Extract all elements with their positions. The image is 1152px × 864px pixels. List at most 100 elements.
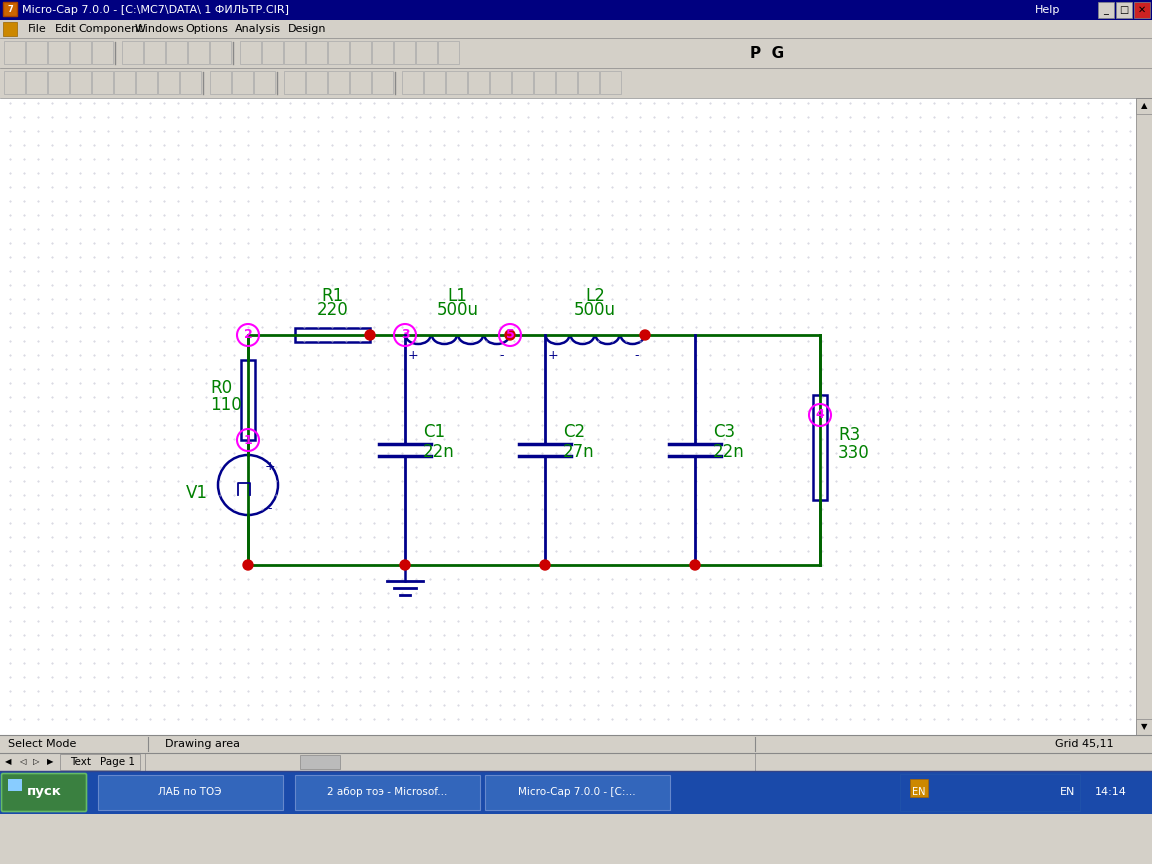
- Text: 14:14: 14:14: [1096, 787, 1127, 797]
- Text: 4: 4: [816, 409, 825, 422]
- Text: Text: Text: [70, 757, 91, 767]
- FancyBboxPatch shape: [0, 98, 1136, 735]
- FancyBboxPatch shape: [114, 71, 135, 93]
- FancyBboxPatch shape: [394, 41, 415, 63]
- Text: 220: 220: [317, 301, 348, 319]
- Text: 7: 7: [7, 4, 13, 14]
- Text: V1: V1: [185, 484, 209, 502]
- FancyBboxPatch shape: [262, 41, 282, 63]
- FancyBboxPatch shape: [3, 2, 17, 16]
- Text: 110: 110: [210, 396, 242, 414]
- FancyBboxPatch shape: [166, 41, 187, 63]
- FancyBboxPatch shape: [424, 71, 445, 93]
- Text: пуск: пуск: [26, 785, 61, 798]
- Circle shape: [365, 330, 376, 340]
- FancyBboxPatch shape: [327, 71, 349, 93]
- Text: L2: L2: [585, 287, 605, 305]
- FancyBboxPatch shape: [1116, 2, 1132, 18]
- FancyBboxPatch shape: [158, 71, 179, 93]
- Circle shape: [243, 560, 253, 570]
- FancyBboxPatch shape: [232, 71, 252, 93]
- Text: C2: C2: [563, 423, 585, 441]
- FancyBboxPatch shape: [910, 779, 929, 797]
- Text: R1: R1: [321, 287, 343, 305]
- FancyBboxPatch shape: [188, 41, 209, 63]
- FancyBboxPatch shape: [91, 41, 113, 63]
- FancyBboxPatch shape: [240, 41, 260, 63]
- Text: Analysis: Analysis: [235, 24, 281, 34]
- Text: ЛАБ по ТОЭ: ЛАБ по ТОЭ: [158, 787, 221, 797]
- FancyBboxPatch shape: [283, 41, 304, 63]
- Text: EN: EN: [1060, 787, 1075, 797]
- Text: ✕: ✕: [1138, 5, 1146, 15]
- Text: File: File: [28, 24, 47, 34]
- Circle shape: [641, 330, 650, 340]
- Text: Grid 45,11: Grid 45,11: [1055, 739, 1114, 749]
- FancyBboxPatch shape: [305, 71, 326, 93]
- Text: +: +: [547, 349, 559, 362]
- FancyBboxPatch shape: [241, 360, 255, 440]
- Text: 22n: 22n: [423, 443, 455, 461]
- Text: 1: 1: [243, 434, 252, 447]
- FancyBboxPatch shape: [47, 41, 68, 63]
- Text: 22n: 22n: [713, 443, 744, 461]
- FancyBboxPatch shape: [210, 41, 230, 63]
- FancyBboxPatch shape: [1, 773, 86, 811]
- FancyBboxPatch shape: [511, 71, 532, 93]
- FancyBboxPatch shape: [349, 71, 371, 93]
- FancyBboxPatch shape: [295, 775, 480, 810]
- FancyBboxPatch shape: [402, 71, 423, 93]
- Text: +: +: [408, 349, 418, 362]
- Text: □: □: [1120, 5, 1129, 15]
- FancyBboxPatch shape: [1136, 98, 1152, 114]
- FancyBboxPatch shape: [446, 71, 467, 93]
- Text: Edit: Edit: [55, 24, 77, 34]
- Text: ▼: ▼: [1140, 722, 1147, 732]
- FancyBboxPatch shape: [47, 71, 68, 93]
- Text: Page 1: Page 1: [100, 757, 135, 767]
- FancyBboxPatch shape: [349, 41, 371, 63]
- FancyBboxPatch shape: [533, 71, 554, 93]
- Text: -: -: [267, 503, 272, 516]
- FancyBboxPatch shape: [813, 395, 827, 500]
- FancyBboxPatch shape: [3, 71, 24, 93]
- FancyBboxPatch shape: [0, 20, 1152, 38]
- Text: +: +: [265, 461, 275, 473]
- Text: Drawing area: Drawing area: [165, 739, 240, 749]
- Text: Micro-Cap 7.0.0 - [C:\MC7\DATA\ 1 ФИЛЬТР.CIR]: Micro-Cap 7.0.0 - [C:\MC7\DATA\ 1 ФИЛЬТР…: [22, 5, 289, 15]
- FancyBboxPatch shape: [295, 328, 370, 342]
- FancyBboxPatch shape: [0, 753, 1136, 771]
- FancyBboxPatch shape: [1098, 2, 1114, 18]
- FancyBboxPatch shape: [0, 0, 1152, 20]
- Text: ◁: ◁: [18, 758, 25, 766]
- FancyBboxPatch shape: [1134, 2, 1150, 18]
- Text: 500u: 500u: [574, 301, 616, 319]
- FancyBboxPatch shape: [0, 38, 1152, 68]
- Text: 2: 2: [243, 328, 252, 341]
- Text: Component: Component: [78, 24, 143, 34]
- FancyBboxPatch shape: [300, 755, 340, 769]
- FancyBboxPatch shape: [69, 41, 91, 63]
- Text: L1: L1: [448, 287, 468, 305]
- Text: Micro-Cap 7.0.0 - [C:...: Micro-Cap 7.0.0 - [C:...: [518, 787, 636, 797]
- FancyBboxPatch shape: [253, 71, 274, 93]
- FancyBboxPatch shape: [490, 71, 510, 93]
- FancyBboxPatch shape: [210, 71, 230, 93]
- FancyBboxPatch shape: [371, 41, 393, 63]
- Text: EN: EN: [912, 787, 926, 797]
- FancyBboxPatch shape: [91, 71, 113, 93]
- FancyBboxPatch shape: [180, 71, 200, 93]
- FancyBboxPatch shape: [0, 68, 1152, 98]
- Text: 2 абор тоэ - Microsof...: 2 абор тоэ - Microsof...: [327, 787, 447, 797]
- FancyBboxPatch shape: [1136, 719, 1152, 735]
- Text: 3: 3: [401, 328, 409, 341]
- FancyBboxPatch shape: [371, 71, 393, 93]
- FancyBboxPatch shape: [0, 735, 1152, 753]
- FancyBboxPatch shape: [468, 71, 488, 93]
- FancyBboxPatch shape: [8, 779, 22, 791]
- Text: R0: R0: [210, 379, 232, 397]
- FancyBboxPatch shape: [416, 41, 437, 63]
- FancyBboxPatch shape: [144, 41, 165, 63]
- Text: P  G: P G: [750, 46, 785, 60]
- Text: ▶: ▶: [47, 758, 53, 766]
